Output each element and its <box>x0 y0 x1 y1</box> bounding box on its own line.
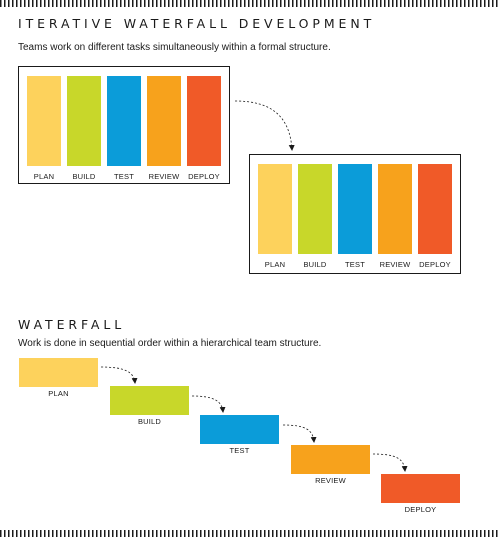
iteration-2-review-column <box>378 164 412 254</box>
iteration-2-build-column <box>298 164 332 254</box>
waterfall-deploy-block <box>381 474 460 503</box>
plan-to-build-arrow <box>100 366 138 384</box>
iteration-2-plan-label: PLAN <box>264 260 286 269</box>
iterative-section-subtitle: Teams work on different tasks simultaneo… <box>18 42 331 53</box>
iteration-1-deploy-column <box>187 76 221 166</box>
iteration-2-deploy-label: DEPLOY <box>419 260 451 269</box>
waterfall-review-block <box>291 445 370 474</box>
iteration-1-review-column <box>147 76 181 166</box>
iteration-2-review-label: REVIEW <box>379 260 411 269</box>
iteration-1-deploy-label: DEPLOY <box>188 172 220 181</box>
iteration-1-review-label: REVIEW <box>148 172 180 181</box>
build-to-test-arrow <box>191 395 226 413</box>
review-to-deploy-arrow <box>372 453 408 472</box>
waterfall-build-label: BUILD <box>137 417 162 426</box>
waterfall-plan-label: PLAN <box>48 389 69 398</box>
waterfall-section-title: WATERFALL <box>18 317 126 332</box>
iteration-1-plan-column <box>27 76 61 166</box>
iteration-2-test-column <box>338 164 372 254</box>
waterfall-deploy-label: DEPLOY <box>404 505 437 514</box>
bottom-hatched-border <box>0 530 500 537</box>
iteration-2-build-label: BUILD <box>303 260 327 269</box>
waterfall-build-block <box>110 386 189 415</box>
waterfall-section-subtitle: Work is done in sequential order within … <box>18 338 322 349</box>
test-to-review-arrow <box>282 424 317 443</box>
iteration-frame-1: PLAN BUILD TEST REVIEW DEPLOY <box>18 66 230 184</box>
waterfall-review-label: REVIEW <box>315 476 346 485</box>
iteration-2-deploy-column <box>418 164 452 254</box>
waterfall-test-block <box>200 415 279 444</box>
iteration-arrow <box>234 100 295 151</box>
iteration-1-test-label: TEST <box>114 172 134 181</box>
waterfall-test-label: TEST <box>229 446 250 455</box>
top-hatched-border <box>0 0 500 7</box>
waterfall-plan-block <box>19 358 98 387</box>
iteration-2-test-label: TEST <box>345 260 365 269</box>
iterative-section-title: ITERATIVE WATERFALL DEVELOPMENT <box>18 16 376 31</box>
iteration-1-plan-label: PLAN <box>33 172 55 181</box>
iteration-2-plan-column <box>258 164 292 254</box>
iteration-1-build-column <box>67 76 101 166</box>
iteration-frame-2: PLAN BUILD TEST REVIEW DEPLOY <box>249 154 461 274</box>
iteration-1-build-label: BUILD <box>72 172 96 181</box>
iteration-1-test-column <box>107 76 141 166</box>
